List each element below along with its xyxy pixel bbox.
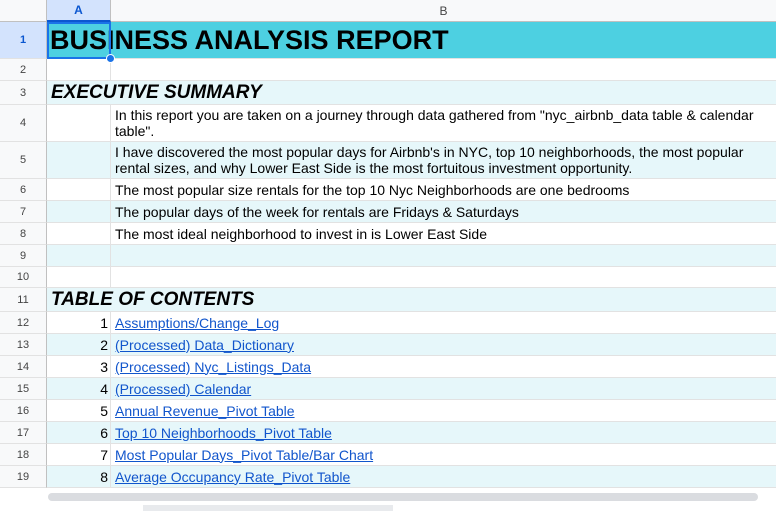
row-header-17[interactable]: 17	[0, 422, 47, 444]
toc-link-text[interactable]: Average Occupancy Rate_Pivot Table	[115, 468, 351, 485]
sheet-row	[47, 245, 776, 267]
column-header-b[interactable]: B	[111, 0, 776, 22]
toc-link[interactable]: Most Popular Days_Pivot Table/Bar Chart	[111, 444, 776, 465]
toc-number[interactable]: 7	[47, 444, 111, 465]
row-header-2[interactable]: 2	[0, 59, 47, 81]
sheet-row: EXECUTIVE SUMMARY	[47, 81, 776, 105]
toc-row: 3 (Processed) Nyc_Listings_Data	[47, 356, 776, 378]
row-header-16[interactable]: 16	[0, 400, 47, 422]
toc-link[interactable]: Average Occupancy Rate_Pivot Table	[111, 466, 776, 487]
cell-a7[interactable]	[47, 201, 111, 222]
row-header-11[interactable]: 11	[0, 288, 47, 312]
toc-row: 4 (Processed) Calendar	[47, 378, 776, 400]
toc-row: 6 Top 10 Neighborhoods_Pivot Table	[47, 422, 776, 444]
summary-line[interactable]: In this report you are taken on a journe…	[115, 107, 754, 139]
row-header-14[interactable]: 14	[0, 356, 47, 378]
summary-line[interactable]: The popular days of the week for rentals…	[115, 203, 519, 220]
row-header-3[interactable]: 3	[0, 81, 47, 105]
toc-link-text[interactable]: Top 10 Neighborhoods_Pivot Table	[115, 424, 332, 441]
sheet-row: I have discovered the most popular days …	[47, 142, 776, 179]
toc-row: 2 (Processed) Data_Dictionary	[47, 334, 776, 356]
cell-a2[interactable]	[47, 59, 111, 80]
cell-a8[interactable]	[47, 223, 111, 244]
toc-link-text[interactable]: Annual Revenue_Pivot Table	[115, 402, 295, 419]
toc-number[interactable]: 1	[47, 312, 111, 333]
row-header-6[interactable]: 6	[0, 179, 47, 201]
summary-line[interactable]: I have discovered the most popular days …	[115, 144, 744, 176]
toc-link-text[interactable]: (Processed) Data_Dictionary	[115, 336, 294, 353]
executive-summary-heading[interactable]: EXECUTIVE SUMMARY	[51, 81, 262, 103]
row-header-18[interactable]: 18	[0, 444, 47, 466]
sheet-row: BUSINESS ANALYSIS REPORT	[47, 22, 776, 59]
summary-line[interactable]: The most ideal neighborhood to invest in…	[115, 225, 487, 242]
summary-line[interactable]: The most popular size rentals for the to…	[115, 181, 630, 198]
cell-b10[interactable]	[111, 267, 776, 287]
sheet-row	[47, 59, 776, 81]
toc-number[interactable]: 5	[47, 400, 111, 421]
toc-link[interactable]: (Processed) Data_Dictionary	[111, 334, 776, 355]
column-header-a[interactable]: A	[47, 0, 111, 22]
row-header-15[interactable]: 15	[0, 378, 47, 400]
sheet-tabs-area	[143, 505, 393, 511]
cell-a10[interactable]	[47, 267, 111, 287]
toc-number[interactable]: 6	[47, 422, 111, 443]
sheet-row: The most popular size rentals for the to…	[47, 179, 776, 201]
row-header-8[interactable]: 8	[0, 223, 47, 245]
sheet-row	[47, 267, 776, 288]
row-header-13[interactable]: 13	[0, 334, 47, 356]
sheet-row: The popular days of the week for rentals…	[47, 201, 776, 223]
cell-a5[interactable]	[47, 142, 111, 178]
cell-a6[interactable]	[47, 179, 111, 200]
toc-link-text[interactable]: Most Popular Days_Pivot Table/Bar Chart	[115, 446, 374, 463]
toc-link[interactable]: (Processed) Nyc_Listings_Data	[111, 356, 776, 377]
toc-link[interactable]: (Processed) Calendar	[111, 378, 776, 399]
cell-a4[interactable]	[47, 105, 111, 141]
row-header-5[interactable]: 5	[0, 142, 47, 179]
toc-link-text[interactable]: (Processed) Nyc_Listings_Data	[115, 358, 312, 375]
toc-number[interactable]: 2	[47, 334, 111, 355]
row-header-10[interactable]: 10	[0, 267, 47, 288]
table-of-contents-heading[interactable]: TABLE OF CONTENTS	[51, 288, 255, 310]
cell-a9[interactable]	[47, 245, 111, 266]
toc-row: 1 Assumptions/Change_Log	[47, 312, 776, 334]
toc-link-text[interactable]: Assumptions/Change_Log	[115, 314, 280, 331]
toc-row: 7 Most Popular Days_Pivot Table/Bar Char…	[47, 444, 776, 466]
toc-number[interactable]: 3	[47, 356, 111, 377]
sheet-row: TABLE OF CONTENTS	[47, 288, 776, 312]
sheet-row: In this report you are taken on a journe…	[47, 105, 776, 142]
toc-link[interactable]: Top 10 Neighborhoods_Pivot Table	[111, 422, 776, 443]
row-header-4[interactable]: 4	[0, 105, 47, 142]
toc-link[interactable]: Assumptions/Change_Log	[111, 312, 776, 333]
toc-link-text[interactable]: (Processed) Calendar	[115, 380, 252, 397]
fill-handle[interactable]	[106, 54, 115, 63]
row-header-12[interactable]: 12	[0, 312, 47, 334]
cell-b2[interactable]	[111, 59, 776, 80]
toc-number[interactable]: 8	[47, 466, 111, 487]
cell-b9[interactable]	[111, 245, 776, 266]
toc-link[interactable]: Annual Revenue_Pivot Table	[111, 400, 776, 421]
report-title[interactable]: BUSINESS ANALYSIS REPORT	[50, 24, 449, 55]
sheet-row: The most ideal neighborhood to invest in…	[47, 223, 776, 245]
horizontal-scrollbar-thumb[interactable]	[48, 493, 758, 501]
toc-row: 8 Average Occupancy Rate_Pivot Table	[47, 466, 776, 488]
select-all-corner[interactable]	[0, 0, 47, 22]
row-header-7[interactable]: 7	[0, 201, 47, 223]
toc-number[interactable]: 4	[47, 378, 111, 399]
row-header-9[interactable]: 9	[0, 245, 47, 267]
toc-row: 5 Annual Revenue_Pivot Table	[47, 400, 776, 422]
row-header-19[interactable]: 19	[0, 466, 47, 488]
row-header-1[interactable]: 1	[0, 22, 47, 59]
